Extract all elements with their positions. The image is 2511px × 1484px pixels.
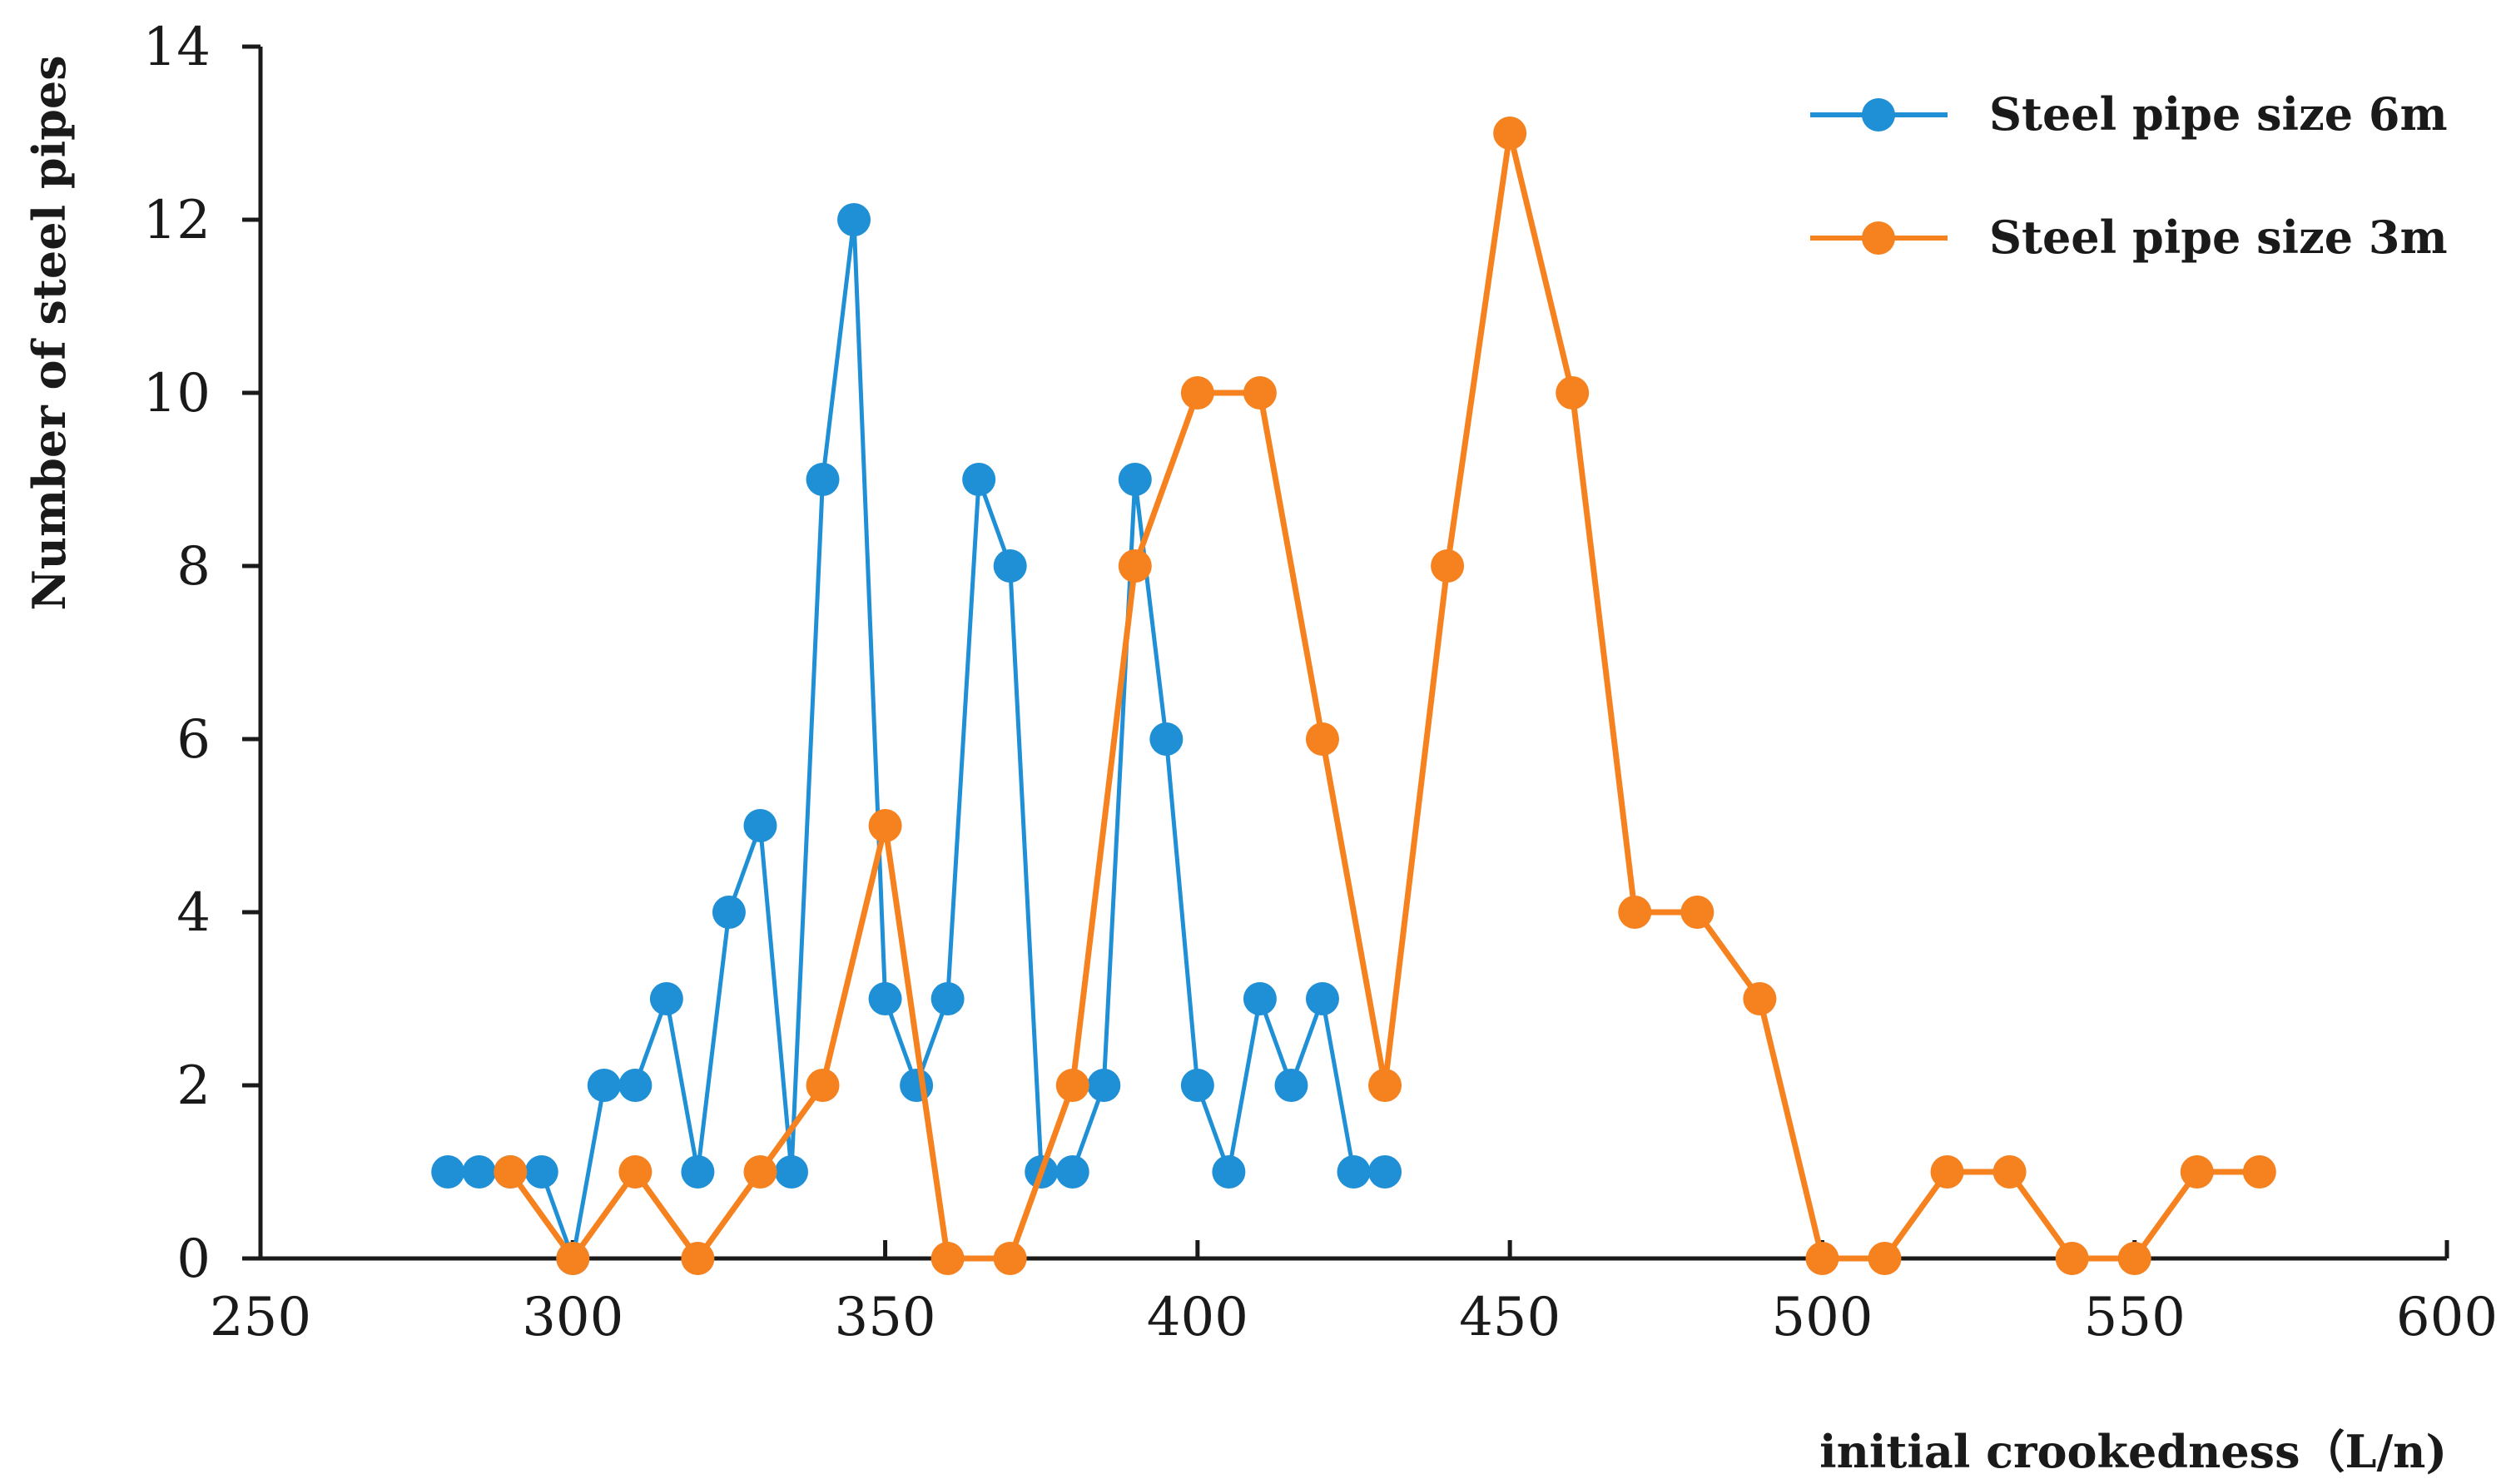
data-point bbox=[1868, 1242, 1902, 1275]
data-point bbox=[743, 809, 777, 842]
legend-label-6m: Steel pipe size 6m bbox=[1989, 87, 2448, 141]
series-3m bbox=[494, 117, 2276, 1275]
legend-item-6m: Steel pipe size 6m bbox=[1810, 87, 2448, 141]
legend: Steel pipe size 6m Steel pipe size 3m bbox=[1810, 87, 2448, 264]
data-point bbox=[774, 1155, 808, 1189]
data-point bbox=[681, 1155, 715, 1189]
y-tick-label: 10 bbox=[143, 363, 211, 424]
data-point bbox=[962, 463, 996, 496]
data-point bbox=[2242, 1155, 2276, 1189]
ticks: 250 300 350 400 450 500 550 600 0 2 4 6 8 10 12 14 bbox=[143, 17, 2499, 1348]
data-point bbox=[930, 1242, 965, 1275]
data-point bbox=[1805, 1242, 1839, 1275]
y-axis-title: Number of steel pipes bbox=[22, 55, 76, 610]
x-tick-label: 300 bbox=[522, 1287, 623, 1348]
data-point bbox=[1618, 896, 1652, 929]
y-tick-label: 2 bbox=[176, 1055, 211, 1117]
series-6m bbox=[431, 203, 1402, 1275]
x-tick-label: 250 bbox=[210, 1287, 311, 1348]
y-tick-label: 8 bbox=[176, 536, 211, 598]
data-point bbox=[930, 982, 965, 1015]
data-point bbox=[1930, 1155, 1964, 1189]
data-point bbox=[587, 1069, 621, 1102]
x-tick-label: 450 bbox=[1459, 1287, 1561, 1348]
legend-item-3m: Steel pipe size 3m bbox=[1810, 211, 2448, 264]
data-point bbox=[1087, 1069, 1121, 1102]
x-tick-label: 350 bbox=[834, 1287, 935, 1348]
data-point bbox=[618, 1155, 653, 1189]
data-point bbox=[1368, 1155, 1402, 1189]
x-tick-label: 600 bbox=[2396, 1287, 2498, 1348]
data-point bbox=[1180, 1069, 1214, 1102]
data-point bbox=[1305, 982, 1339, 1015]
data-point bbox=[1118, 463, 1152, 496]
data-point bbox=[1243, 376, 1277, 409]
data-point bbox=[2117, 1242, 2151, 1275]
data-point bbox=[837, 203, 871, 236]
legend-swatch-marker bbox=[1862, 98, 1895, 132]
data-point bbox=[806, 463, 840, 496]
legend-label-3m: Steel pipe size 3m bbox=[1989, 211, 2448, 264]
y-tick-label: 0 bbox=[176, 1228, 211, 1290]
data-point bbox=[1337, 1155, 1371, 1189]
data-point bbox=[1992, 1155, 2027, 1189]
data-point bbox=[806, 1069, 840, 1102]
data-point bbox=[1493, 117, 1527, 150]
data-point bbox=[1149, 722, 1184, 756]
x-axis-title: initial crookedness（L/n) bbox=[1819, 1425, 2447, 1478]
series-line bbox=[448, 217, 1386, 1261]
legend-swatch-marker bbox=[1862, 221, 1895, 255]
data-point bbox=[1556, 376, 1590, 409]
data-point bbox=[743, 1155, 777, 1189]
data-point bbox=[868, 982, 902, 1015]
y-tick-label: 6 bbox=[176, 709, 211, 771]
data-point bbox=[649, 982, 683, 1015]
y-tick-label: 4 bbox=[176, 882, 211, 944]
data-point bbox=[1180, 376, 1214, 409]
y-tick-label: 12 bbox=[143, 190, 211, 251]
data-point bbox=[1305, 722, 1339, 756]
data-point bbox=[462, 1155, 496, 1189]
data-point bbox=[1212, 1155, 1246, 1189]
data-point bbox=[1274, 1069, 1308, 1102]
data-point bbox=[681, 1242, 715, 1275]
data-point bbox=[1243, 982, 1277, 1015]
data-point bbox=[524, 1155, 558, 1189]
data-point bbox=[1055, 1155, 1089, 1189]
data-point bbox=[993, 1242, 1027, 1275]
data-point bbox=[1680, 896, 1715, 929]
data-point bbox=[712, 896, 746, 929]
data-point bbox=[494, 1155, 528, 1189]
data-point bbox=[2180, 1155, 2214, 1189]
data-point bbox=[1118, 549, 1152, 583]
data-point bbox=[1055, 1069, 1089, 1102]
data-point bbox=[1743, 982, 1777, 1015]
data-point bbox=[618, 1069, 653, 1102]
data-point bbox=[2055, 1242, 2089, 1275]
x-tick-label: 500 bbox=[1771, 1287, 1873, 1348]
data-point bbox=[868, 809, 902, 842]
data-point bbox=[556, 1242, 590, 1275]
x-tick-label: 400 bbox=[1147, 1287, 1248, 1348]
data-point bbox=[993, 549, 1027, 583]
series-layer bbox=[431, 117, 2276, 1275]
data-point bbox=[431, 1155, 465, 1189]
data-point bbox=[1368, 1069, 1402, 1102]
data-point bbox=[900, 1069, 934, 1102]
y-tick-label: 14 bbox=[143, 17, 211, 78]
x-tick-label: 550 bbox=[2084, 1287, 2186, 1348]
data-point bbox=[1431, 549, 1465, 583]
